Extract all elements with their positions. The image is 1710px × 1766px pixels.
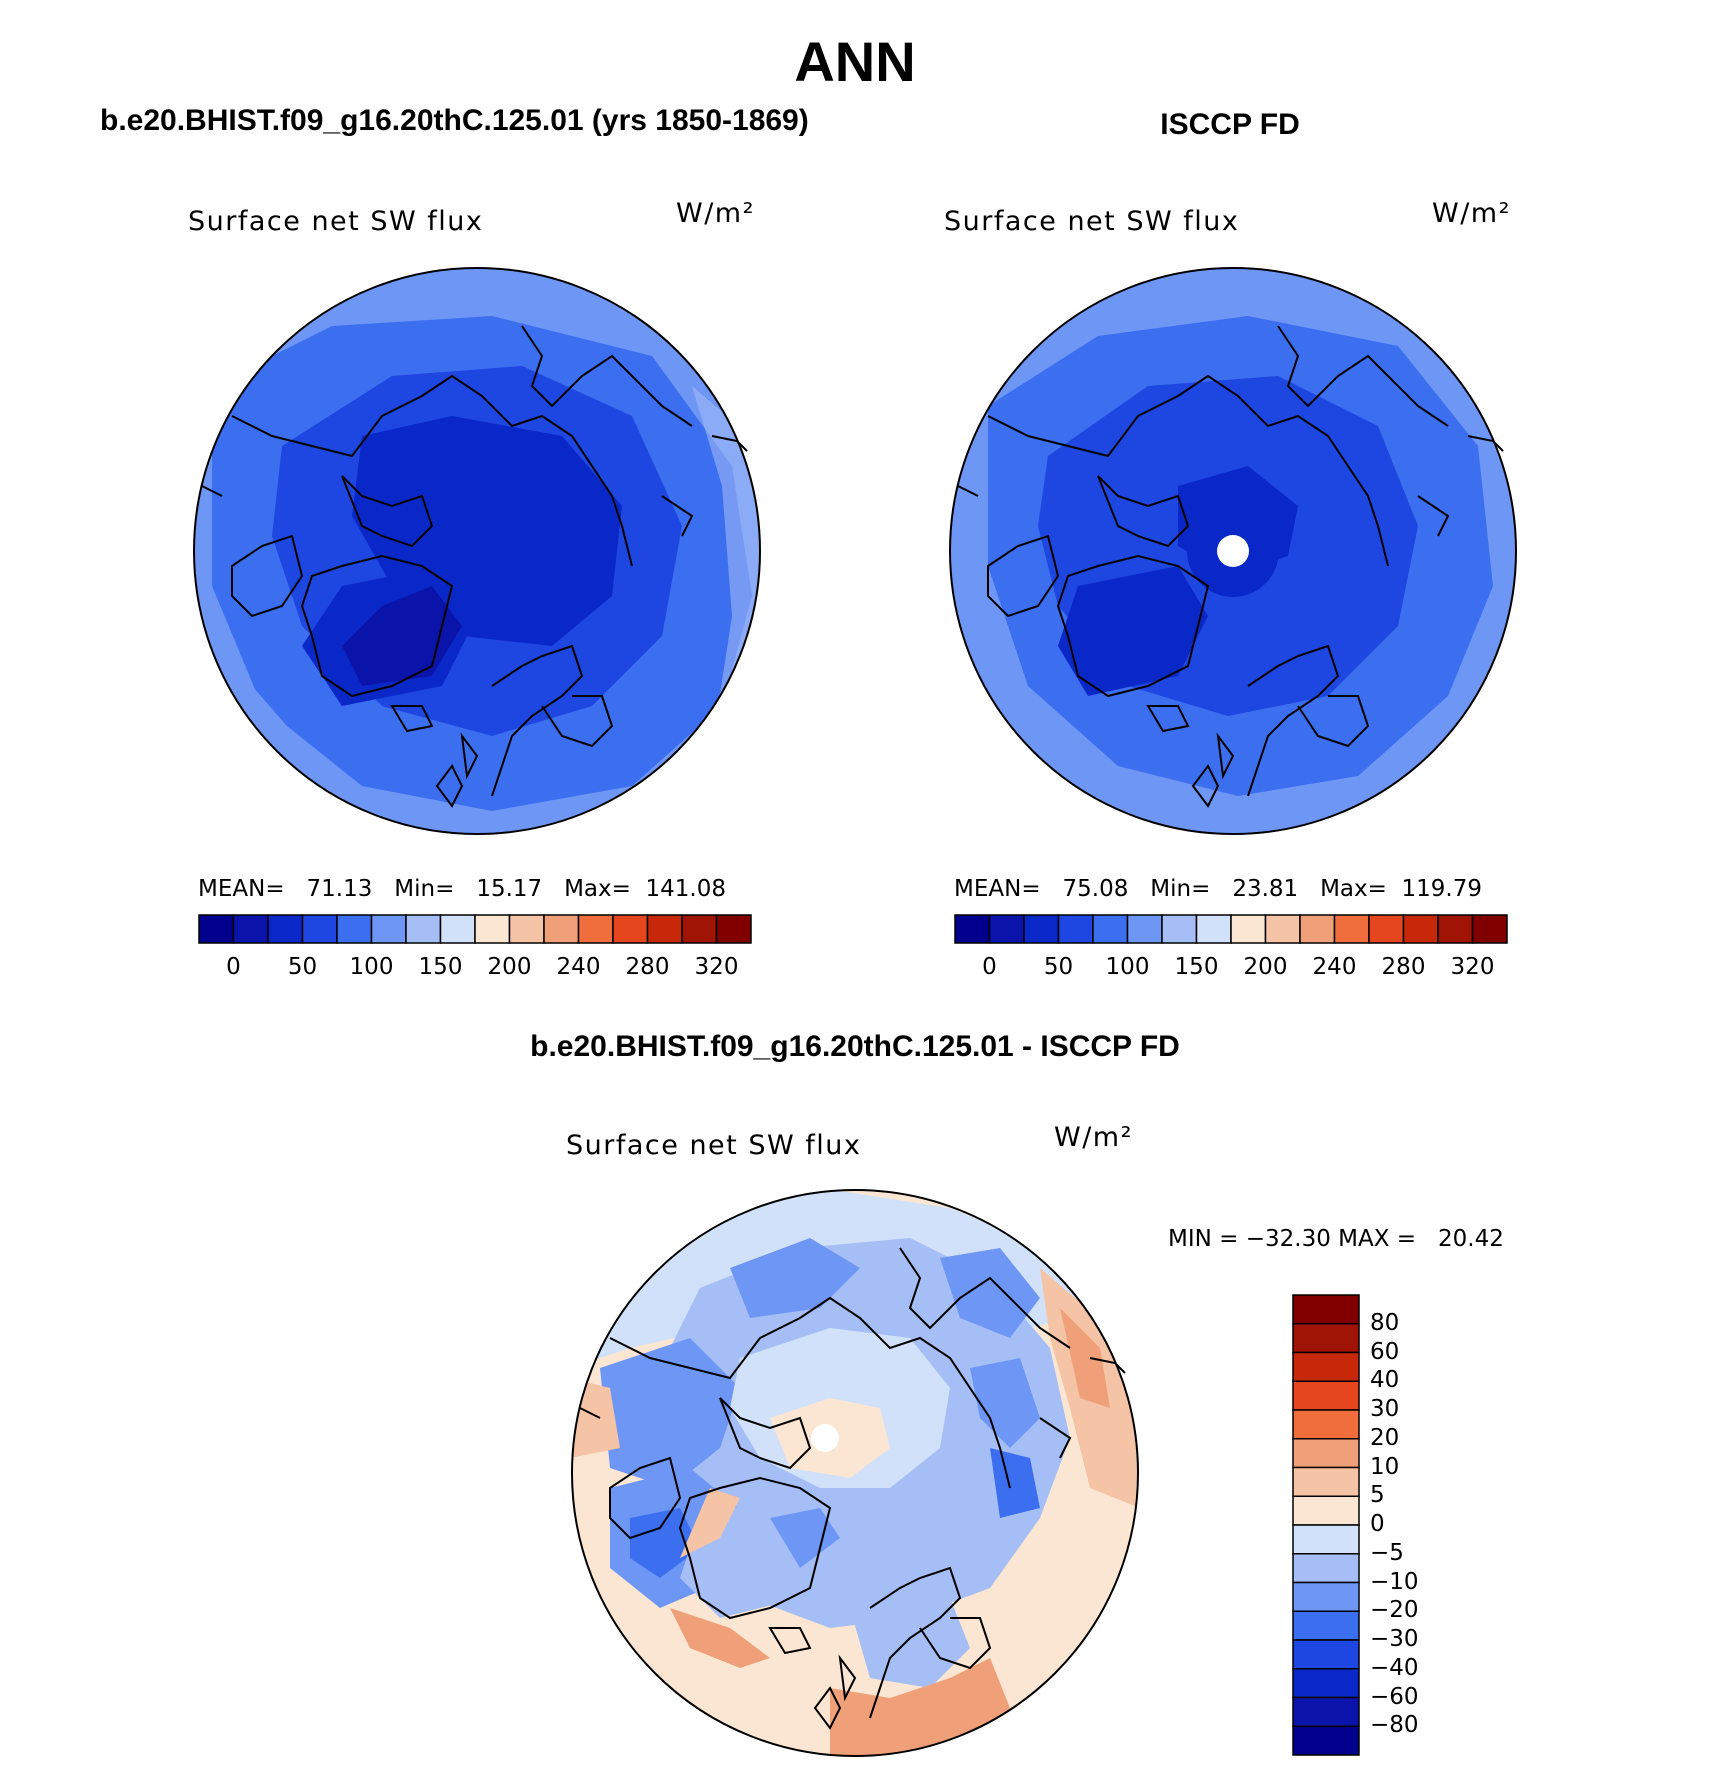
colorbar-model-swatch (543, 914, 580, 944)
colorbar-diff-tick-label: 80 (1370, 1309, 1400, 1336)
colorbar-model-tick-label: 150 (418, 954, 463, 980)
colorbar-model-tick-label: 0 (226, 954, 241, 980)
colorbar-model-swatch (646, 914, 683, 944)
colorbar-obs-swatch (1126, 914, 1163, 944)
colorbar-diff-swatch (1292, 1495, 1360, 1526)
colorbar-obs-tick-label: 100 (1105, 954, 1150, 980)
colorbar-obs-swatch (1402, 914, 1439, 944)
colorbar-obs-swatch (1368, 914, 1405, 944)
colorbar-obs-tick-label: 200 (1243, 954, 1288, 980)
colorbar-model-swatch (370, 914, 407, 944)
colorbar-diff-tick-label: 10 (1370, 1453, 1400, 1480)
colorbar-diff-swatch (1292, 1380, 1360, 1411)
colorbar-model-tick-label: 320 (694, 954, 739, 980)
colorbar-obs (954, 914, 1508, 944)
colorbar-obs-swatch (1299, 914, 1336, 944)
colorbar-diff-tick-label: 0 (1370, 1511, 1385, 1537)
colorbar-model-swatch (681, 914, 718, 944)
colorbar-diff-swatch (1292, 1466, 1360, 1497)
units-label-diff: W/m² (1054, 1122, 1133, 1153)
colorbar-diff-tick-label: 40 (1370, 1367, 1400, 1394)
variable-label-left: Surface net SW flux (188, 206, 484, 237)
map-diff (571, 1189, 1139, 1757)
colorbar-diff-tick-label: 60 (1370, 1338, 1400, 1365)
colorbar-diff-tick-label: 20 (1370, 1424, 1400, 1451)
colorbar-model-tick-label: 240 (556, 954, 601, 980)
colorbar-obs-swatch (988, 914, 1025, 944)
colorbar-diff-swatch (1292, 1725, 1360, 1756)
panel-title-diff: b.e20.BHIST.f09_g16.20thC.125.01 - ISCCP… (530, 1030, 1180, 1063)
colorbar-model-swatch (577, 914, 614, 944)
colorbar-diff-tick-label: −40 (1370, 1654, 1419, 1681)
colorbar-model-swatch (715, 914, 752, 944)
colorbar-diff-swatch (1292, 1323, 1360, 1354)
colorbar-diff-tick-label: 5 (1370, 1482, 1385, 1509)
colorbar-model-tick-label: 100 (349, 954, 394, 980)
colorbar-diff-swatch (1292, 1294, 1360, 1325)
colorbar-diff-tick-label: −80 (1370, 1712, 1419, 1739)
colorbar-model-tick-label: 200 (487, 954, 532, 980)
colorbar-diff-tick-label: −5 (1370, 1539, 1404, 1566)
colorbar-obs-tick-label: 240 (1312, 954, 1357, 980)
colorbar-model-swatch (612, 914, 649, 944)
colorbar-model-swatch (301, 914, 338, 944)
colorbar-obs-swatch (1092, 914, 1129, 944)
colorbar-diff-swatch (1292, 1668, 1360, 1699)
variable-label-right: Surface net SW flux (944, 206, 1240, 237)
colorbar-obs-swatch (1023, 914, 1060, 944)
colorbar-diff-swatch (1292, 1696, 1360, 1727)
colorbar-model-swatch (232, 914, 269, 944)
colorbar-model-swatch (336, 914, 373, 944)
colorbar-model-tick-label: 280 (625, 954, 670, 980)
colorbar-diff-tick-label: −20 (1370, 1597, 1419, 1624)
colorbar-diff-tick-label: −10 (1370, 1568, 1419, 1595)
colorbar-obs-tick-label: 0 (982, 954, 997, 980)
colorbar-obs-tick-label: 320 (1450, 954, 1495, 980)
colorbar-obs-swatch (1161, 914, 1198, 944)
colorbar-obs-swatch (1230, 914, 1267, 944)
colorbar-diff-swatch (1292, 1639, 1360, 1670)
colorbar-diff-tick-label: −60 (1370, 1683, 1419, 1710)
colorbar-diff (1292, 1294, 1360, 1756)
colorbar-diff-swatch (1292, 1610, 1360, 1641)
colorbar-diff-swatch (1292, 1351, 1360, 1382)
colorbar-model-swatch (474, 914, 511, 944)
map-obs (949, 267, 1517, 835)
stats-diff: MIN = −32.30 MAX = 20.42 (1168, 1226, 1504, 1252)
colorbar-obs-swatch (1057, 914, 1094, 944)
units-label-left: W/m² (676, 198, 755, 229)
colorbar-obs-swatch (1264, 914, 1301, 944)
colorbar-diff-tick-label: −30 (1370, 1626, 1419, 1652)
colorbar-obs-swatch (1333, 914, 1370, 944)
stats-model: MEAN= 71.13 Min= 15.17 Max= 141.08 (198, 876, 727, 902)
colorbar-model-swatch (439, 914, 476, 944)
colorbar-model (198, 914, 752, 944)
colorbar-obs-tick-label: 150 (1174, 954, 1219, 980)
colorbar-obs-swatch (954, 914, 991, 944)
variable-label-diff: Surface net SW flux (566, 1130, 862, 1161)
colorbar-model-swatch (198, 914, 235, 944)
colorbar-diff-swatch (1292, 1409, 1360, 1440)
colorbar-obs-swatch (1195, 914, 1232, 944)
colorbar-model-swatch (508, 914, 545, 944)
colorbar-model-swatch (267, 914, 304, 944)
colorbar-model-swatch (405, 914, 442, 944)
units-label-right: W/m² (1432, 198, 1511, 229)
panel-title-model: b.e20.BHIST.f09_g16.20thC.125.01 (yrs 18… (100, 104, 809, 137)
panel-title-obs: ISCCP FD (1160, 108, 1300, 141)
figure-title: ANN (794, 30, 916, 93)
colorbar-diff-swatch (1292, 1438, 1360, 1469)
colorbar-diff-swatch (1292, 1581, 1360, 1612)
stats-obs: MEAN= 75.08 Min= 23.81 Max= 119.79 (954, 876, 1483, 902)
colorbar-diff-swatch (1292, 1524, 1360, 1555)
colorbar-obs-swatch (1471, 914, 1508, 944)
colorbar-obs-tick-label: 280 (1381, 954, 1426, 980)
colorbar-obs-tick-label: 50 (1043, 954, 1074, 980)
colorbar-obs-swatch (1437, 914, 1474, 944)
colorbar-model-tick-label: 50 (287, 954, 318, 980)
colorbar-diff-tick-label: 30 (1370, 1396, 1400, 1422)
colorbar-diff-swatch (1292, 1553, 1360, 1584)
map-model (193, 267, 761, 835)
